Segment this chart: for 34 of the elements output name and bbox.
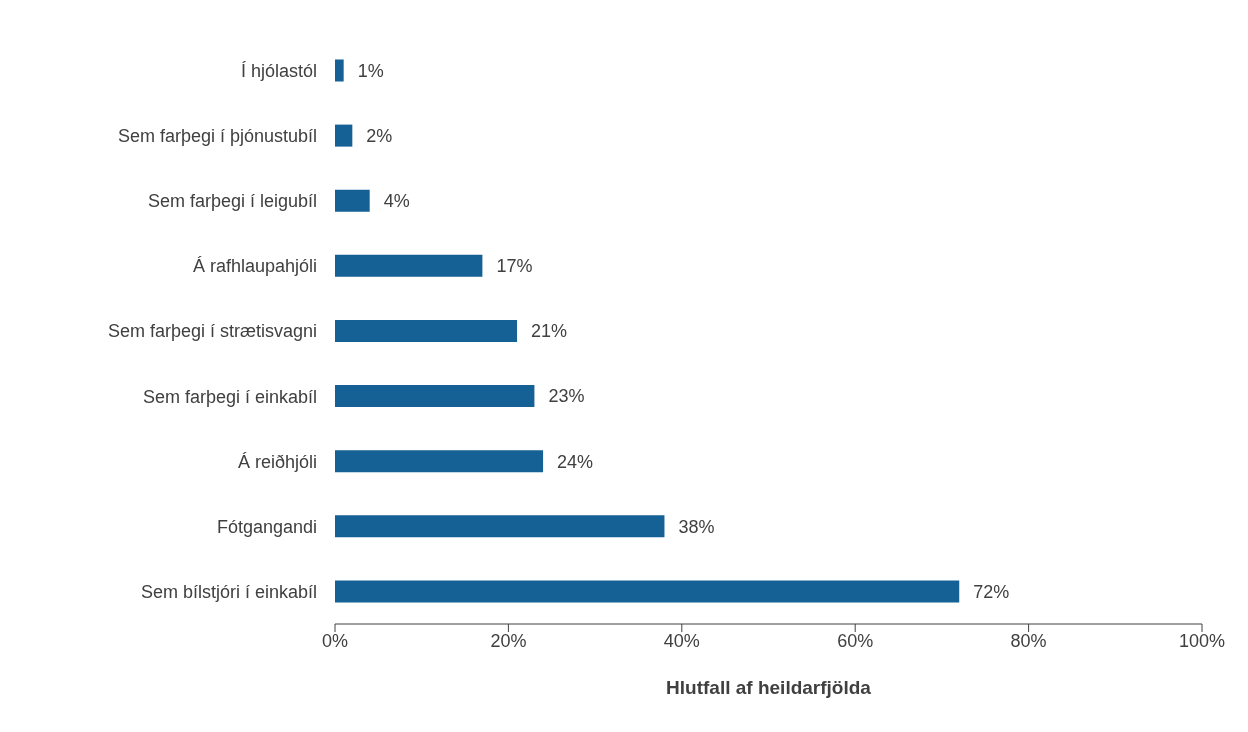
bar (335, 450, 544, 473)
x-tick-label: 100% (1178, 630, 1226, 651)
data-label: 17% (496, 256, 533, 277)
data-label: 2% (366, 125, 393, 146)
y-tick-label: Á reiðhjóli (237, 451, 317, 472)
x-tick-label: 60% (837, 630, 874, 651)
x-tick-label: 80% (1010, 630, 1047, 651)
x-tick-label: 40% (663, 630, 700, 651)
y-tick-label: Á rafhlaupahjóli (192, 256, 317, 277)
y-tick-label: Sem farþegi í leigubíl (147, 191, 317, 212)
bar (335, 254, 483, 277)
data-label: 21% (531, 321, 568, 342)
x-axis-title: Hlutfall af heildarfjölda (666, 677, 872, 698)
data-label: 24% (557, 451, 594, 472)
x-tick-label: 20% (490, 630, 527, 651)
bar (335, 580, 960, 603)
bar (335, 385, 535, 408)
bar (335, 124, 353, 147)
data-label: 38% (678, 516, 715, 537)
bar (335, 59, 344, 82)
bar (335, 515, 665, 538)
bar (335, 189, 370, 212)
y-tick-label: Sem farþegi í strætisvagni (107, 321, 317, 342)
y-tick-label: Sem bílstjóri í einkabíl (140, 581, 317, 602)
data-label: 4% (383, 191, 410, 212)
y-tick-label: Fótgangandi (216, 516, 317, 537)
y-tick-label: Sem farþegi í einkabíl (142, 386, 317, 407)
y-tick-label: Sem farþegi í þjónustubíl (117, 126, 317, 147)
data-label: 23% (548, 386, 585, 407)
data-label: 1% (357, 60, 384, 81)
bar (335, 319, 518, 342)
data-label: 72% (973, 581, 1010, 602)
x-tick-label: 0% (321, 630, 349, 651)
y-tick-label: Í hjólastól (240, 60, 317, 81)
